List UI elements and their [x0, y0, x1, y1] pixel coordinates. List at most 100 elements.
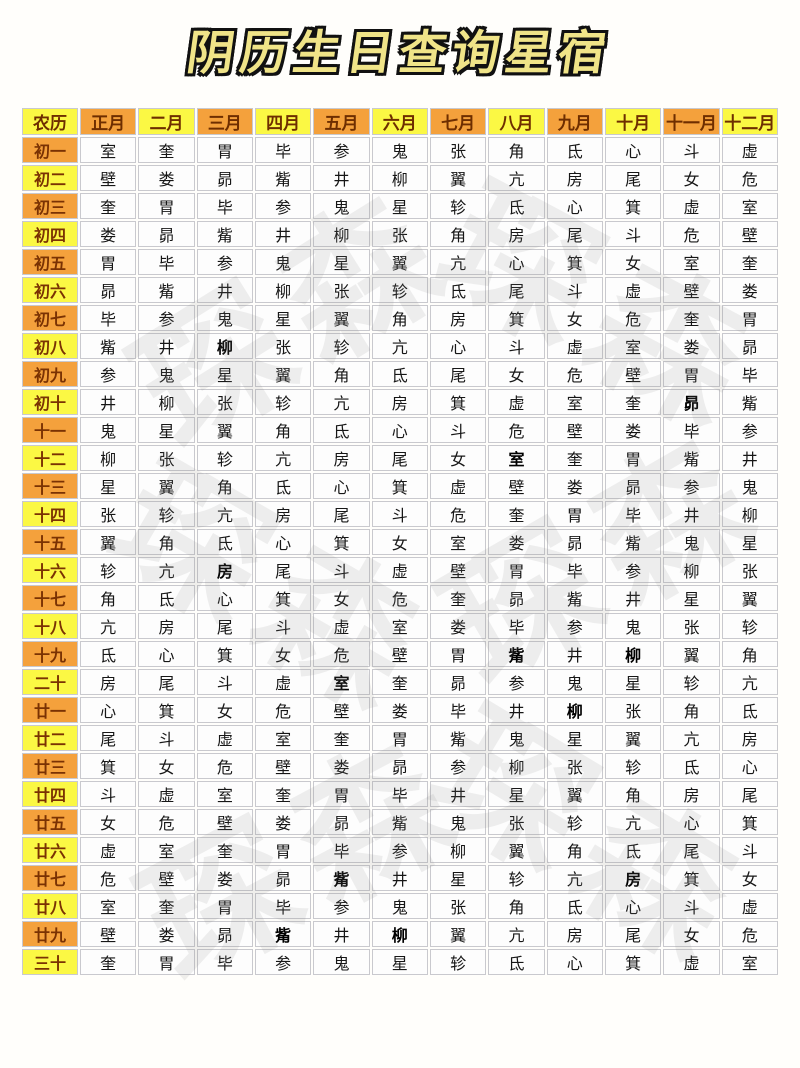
mansion-cell: 毕	[138, 249, 195, 275]
mansion-cell: 星	[80, 473, 137, 499]
mansion-cell: 翼	[546, 781, 603, 807]
mansion-cell: 昴	[721, 333, 778, 359]
day-label: 廿九	[22, 921, 78, 947]
mansion-cell: 虚	[80, 837, 137, 863]
mansion-cell: 翼	[663, 641, 720, 667]
table-row: 十八亢房尾斗虚室娄毕参鬼张轸	[22, 613, 778, 639]
mansion-cell: 箕	[196, 641, 253, 667]
mansion-cell: 觜	[721, 389, 778, 415]
mansion-cell: 心	[604, 893, 662, 919]
mansion-cell: 毕	[254, 893, 312, 919]
mansion-cell: 箕	[138, 697, 195, 723]
mansion-cell: 虚	[604, 277, 662, 303]
mansion-cell: 毕	[429, 697, 487, 723]
day-label: 十三	[22, 473, 78, 499]
mansion-cell: 张	[313, 277, 370, 303]
mansion-cell: 奎	[604, 389, 662, 415]
mansion-cell: 参	[721, 417, 778, 443]
mansion-cell: 柳	[138, 389, 195, 415]
mansion-cell: 柳	[371, 165, 428, 191]
mansion-cell: 胃	[254, 837, 312, 863]
table-row: 初二壁娄昴觜井柳翼亢房尾女危	[22, 165, 778, 191]
table-row: 初十井柳张轸亢房箕虚室奎昴觜	[22, 389, 778, 415]
mansion-cell: 亢	[371, 333, 428, 359]
mansion-cell: 翼	[313, 305, 370, 331]
mansion-cell: 室	[429, 529, 487, 555]
mansion-cell: 胃	[80, 249, 137, 275]
mansion-cell: 箕	[429, 389, 487, 415]
mansion-cell: 斗	[254, 613, 312, 639]
mansion-cell: 奎	[429, 585, 487, 611]
mansion-cell: 壁	[429, 557, 487, 583]
mansion-cell: 胃	[429, 641, 487, 667]
mansion-cell: 觜	[254, 165, 312, 191]
mansion-cell: 胃	[721, 305, 778, 331]
mansion-cell: 张	[663, 613, 720, 639]
mansion-cell: 亢	[138, 557, 195, 583]
mansion-cell: 箕	[313, 529, 370, 555]
mansion-cell: 张	[371, 221, 428, 247]
mansion-cell: 壁	[721, 221, 778, 247]
mansion-cell: 氐	[488, 949, 545, 975]
mansion-cell: 鬼	[371, 137, 428, 163]
mansion-cell: 斗	[663, 137, 720, 163]
table-row: 十一鬼星翼角氐心斗危壁娄毕参	[22, 417, 778, 443]
mansion-cell: 虚	[546, 333, 603, 359]
header-row: 农历 正月 二月 三月 四月 五月 六月 七月 八月 九月 十月 十一月 十二月	[22, 108, 778, 135]
mansion-cell: 尾	[138, 669, 195, 695]
mansion-cell: 轸	[429, 949, 487, 975]
mansion-cell: 鬼	[254, 249, 312, 275]
mansion-cell: 角	[254, 417, 312, 443]
mansion-cell: 亢	[604, 809, 662, 835]
mansion-cell: 轸	[371, 277, 428, 303]
mansion-cell: 女	[313, 585, 370, 611]
mansion-cell: 氐	[546, 893, 603, 919]
mansion-cell: 室	[371, 613, 428, 639]
mansion-cell: 参	[313, 137, 370, 163]
mansion-cell: 昴	[371, 753, 428, 779]
mansion-cell: 角	[604, 781, 662, 807]
mansion-cell: 井	[371, 865, 428, 891]
table-row: 初一室奎胃毕参鬼张角氐心斗虚	[22, 137, 778, 163]
mansion-cell: 井	[488, 697, 545, 723]
mansion-cell: 昴	[313, 809, 370, 835]
mansion-cell: 危	[138, 809, 195, 835]
table-row: 初三奎胃毕参鬼星轸氐心箕虚室	[22, 193, 778, 219]
mansion-cell: 壁	[663, 277, 720, 303]
mansion-cell: 娄	[604, 417, 662, 443]
mansion-cell: 室	[313, 669, 370, 695]
mansion-cell: 斗	[138, 725, 195, 751]
mansion-cell: 尾	[604, 921, 662, 947]
mansion-cell: 参	[196, 249, 253, 275]
mansion-cell: 心	[663, 809, 720, 835]
mansion-cell: 壁	[313, 697, 370, 723]
mansion-cell: 张	[429, 893, 487, 919]
mansion-cell: 张	[196, 389, 253, 415]
mansion-cell: 心	[604, 137, 662, 163]
mansion-cell: 觜	[80, 333, 137, 359]
mansion-cell: 胃	[663, 361, 720, 387]
mansion-cell: 毕	[80, 305, 137, 331]
mansion-cell: 虚	[721, 893, 778, 919]
mansion-cell: 毕	[546, 557, 603, 583]
mansion-cell: 箕	[721, 809, 778, 835]
day-label: 十四	[22, 501, 78, 527]
mansion-cell: 昴	[80, 277, 137, 303]
mansion-cell: 壁	[254, 753, 312, 779]
day-label: 初九	[22, 361, 78, 387]
mansion-cell: 星	[721, 529, 778, 555]
mansion-cell: 奎	[254, 781, 312, 807]
mansion-cell: 斗	[80, 781, 137, 807]
mansion-cell: 壁	[138, 865, 195, 891]
mansion-cell: 鬼	[721, 473, 778, 499]
mansion-cell: 井	[196, 277, 253, 303]
mansion-cell: 张	[138, 445, 195, 471]
mansion-cell: 室	[663, 249, 720, 275]
mansion-cell: 娄	[254, 809, 312, 835]
mansion-cell: 室	[138, 837, 195, 863]
table-row: 二十房尾斗虚室奎昴参鬼星轸亢	[22, 669, 778, 695]
mansion-cell: 毕	[488, 613, 545, 639]
day-label: 初六	[22, 277, 78, 303]
mansion-cell: 翼	[80, 529, 137, 555]
mansion-cell: 娄	[721, 277, 778, 303]
